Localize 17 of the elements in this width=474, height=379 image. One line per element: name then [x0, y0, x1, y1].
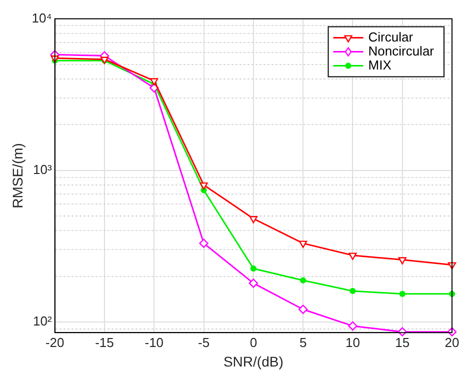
legend-label: Circular	[368, 29, 414, 44]
x-tick-label: 20	[444, 334, 460, 350]
y-axis-title: RMSE/(m)	[9, 143, 26, 208]
legend-label: MIX	[368, 57, 392, 72]
x-tick-label: -20	[45, 334, 64, 350]
x-tick-label: 5	[299, 334, 307, 350]
x-tick-label: -5	[198, 334, 210, 350]
x-tick-label: 0	[250, 334, 258, 350]
x-tick-label: 15	[395, 334, 410, 350]
x-tick-label: 10	[345, 334, 360, 350]
y-tick-label: 10²	[33, 313, 53, 328]
x-tick-label: -10	[144, 334, 164, 350]
y-tick-label: 10³	[33, 162, 53, 177]
legend-label: Noncircular	[368, 43, 435, 58]
x-tick-label: -15	[95, 334, 114, 350]
y-tick-label: 10⁴	[32, 10, 52, 26]
x-axis-title: SNR/(dB)	[223, 353, 284, 370]
